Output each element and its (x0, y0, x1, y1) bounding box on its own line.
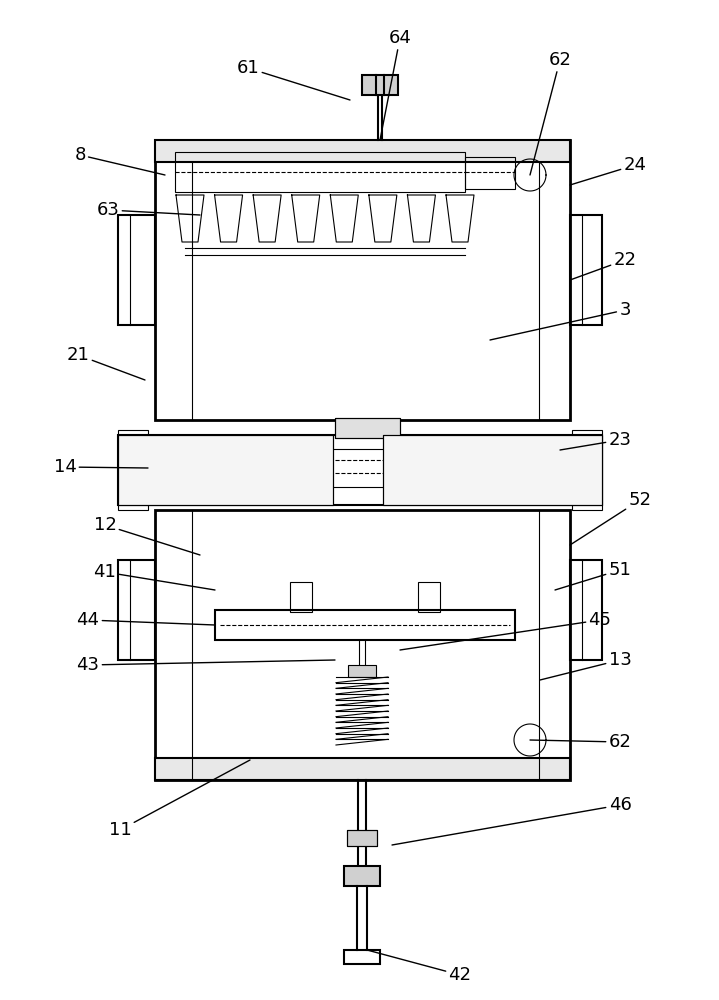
Text: 52: 52 (570, 491, 651, 545)
Bar (418, 582, 440, 612)
Bar (383, 435, 602, 505)
Bar (118, 560, 155, 660)
Bar (155, 140, 570, 420)
Bar (118, 215, 155, 325)
Bar (335, 418, 400, 438)
Text: 12: 12 (93, 516, 200, 555)
Bar (118, 435, 602, 505)
Bar (570, 560, 602, 660)
Text: 13: 13 (540, 651, 631, 680)
Text: 44: 44 (76, 611, 215, 629)
Bar (215, 610, 515, 640)
Text: 45: 45 (400, 611, 611, 650)
Bar (118, 435, 333, 505)
Text: 41: 41 (93, 563, 215, 590)
Bar (347, 830, 377, 846)
Text: 43: 43 (76, 656, 335, 674)
Text: 11: 11 (109, 760, 250, 839)
Bar (348, 665, 376, 677)
Bar (383, 435, 602, 505)
Text: 3: 3 (490, 301, 631, 340)
Bar (118, 435, 333, 505)
Bar (465, 157, 515, 189)
Bar (347, 830, 377, 846)
Text: 63: 63 (96, 201, 200, 219)
Text: 22: 22 (570, 251, 636, 280)
Text: 24: 24 (570, 156, 646, 185)
Bar (290, 582, 312, 612)
Bar (118, 430, 148, 510)
Bar (362, 75, 398, 95)
Bar (175, 152, 465, 192)
Text: 42: 42 (367, 950, 472, 984)
Text: 62: 62 (530, 733, 631, 751)
Text: 46: 46 (392, 796, 631, 845)
Text: 51: 51 (555, 561, 631, 590)
Bar (570, 215, 602, 325)
Bar (155, 758, 570, 780)
Bar (344, 950, 380, 964)
Text: 62: 62 (530, 51, 572, 175)
Text: 23: 23 (560, 431, 631, 450)
Bar (344, 866, 380, 886)
Bar (572, 430, 602, 510)
Bar (155, 510, 570, 780)
Text: 21: 21 (67, 346, 145, 380)
Text: 14: 14 (53, 458, 148, 476)
Text: 64: 64 (380, 29, 411, 140)
Text: 61: 61 (237, 59, 350, 100)
Bar (155, 140, 570, 162)
Text: 8: 8 (74, 146, 165, 175)
Bar (335, 418, 400, 438)
